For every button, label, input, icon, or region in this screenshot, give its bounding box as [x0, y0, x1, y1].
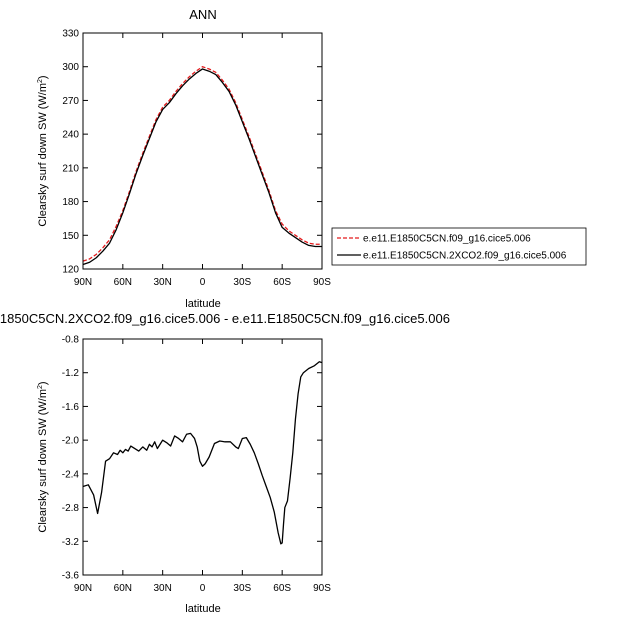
top-x-tick-label: 90S: [313, 277, 331, 288]
bottom-y-tick-label: -2.8: [62, 503, 80, 514]
bottom-x-tick-label: 30N: [153, 583, 171, 594]
top-panel-x-axis-label: latitude: [185, 298, 220, 310]
legend-box: [331, 227, 587, 266]
top-x-tick-label: 60N: [114, 277, 132, 288]
legend-entry-control: e.e11.E1850C5CN.f09_g16.cice5.006: [363, 234, 531, 245]
top-x-tick-label: 60S: [273, 277, 291, 288]
top-x-tick-label: 30N: [153, 277, 171, 288]
bottom-y-tick-label: -3.6: [62, 571, 80, 582]
bottom-x-tick-label: 90S: [313, 583, 331, 594]
top-y-tick-label: 240: [62, 130, 79, 141]
top-y-tick-label: 330: [62, 29, 79, 40]
bottom-panel: e.e11.E1850C5CN.2XCO2.f09_g16.cice5.006 …: [0, 311, 450, 615]
bottom-y-tick-label: -3.2: [62, 537, 80, 548]
bottom-y-tick-label: -0.8: [62, 335, 80, 346]
bottom-y-tick-label: -2.0: [62, 436, 80, 447]
top-panel-y-axis-label: Clearsky surf down SW (W/m2): [37, 75, 49, 226]
top-panel: ANN 90N 60N 30N 0 30S 60S 90S 120 150 180 210 240 27…: [37, 7, 587, 310]
top-y-tick-label: 210: [62, 163, 79, 174]
bottom-y-tick-label: -1.2: [62, 368, 80, 379]
bottom-x-tick-label: 30S: [233, 583, 251, 594]
top-series-line-0: [82, 66, 322, 262]
top-y-tick-label: 180: [62, 197, 79, 208]
legend: e.e11.E1850C5CN.f09_g16.cice5.006 e.e11.…: [331, 227, 587, 266]
top-x-tick-label: 0: [200, 277, 206, 288]
bottom-panel-x-axis-label: latitude: [185, 603, 220, 615]
bottom-y-tick-label: -1.6: [62, 402, 80, 413]
top-y-tick-label: 300: [62, 62, 79, 73]
top-series-line-1: [82, 68, 322, 266]
top-x-tick-label: 90N: [74, 277, 92, 288]
legend-entry-2xco2: e.e11.E1850C5CN.2XCO2.f09_g16.cice5.006: [363, 251, 567, 262]
bottom-x-tick-label: 90N: [74, 583, 92, 594]
bottom-panel-title: e.e11.E1850C5CN.2XCO2.f09_g16.cice5.006 …: [0, 311, 450, 326]
bottom-panel-plot-frame: [82, 338, 323, 576]
bottom-panel-y-axis-label: Clearsky surf down SW (W/m2): [37, 381, 49, 532]
bottom-x-tick-label: 60S: [273, 583, 291, 594]
bottom-x-tick-label: 60N: [114, 583, 132, 594]
bottom-x-tick-label: 0: [200, 583, 206, 594]
bottom-y-tick-label: -2.4: [62, 469, 80, 480]
bottom-series-line-0: [82, 361, 323, 545]
top-panel-title: ANN: [189, 7, 216, 22]
top-y-tick-label: 150: [62, 231, 79, 242]
top-x-tick-label: 30S: [233, 277, 251, 288]
top-y-tick-label: 270: [62, 96, 79, 107]
top-y-tick-label: 120: [62, 265, 79, 276]
